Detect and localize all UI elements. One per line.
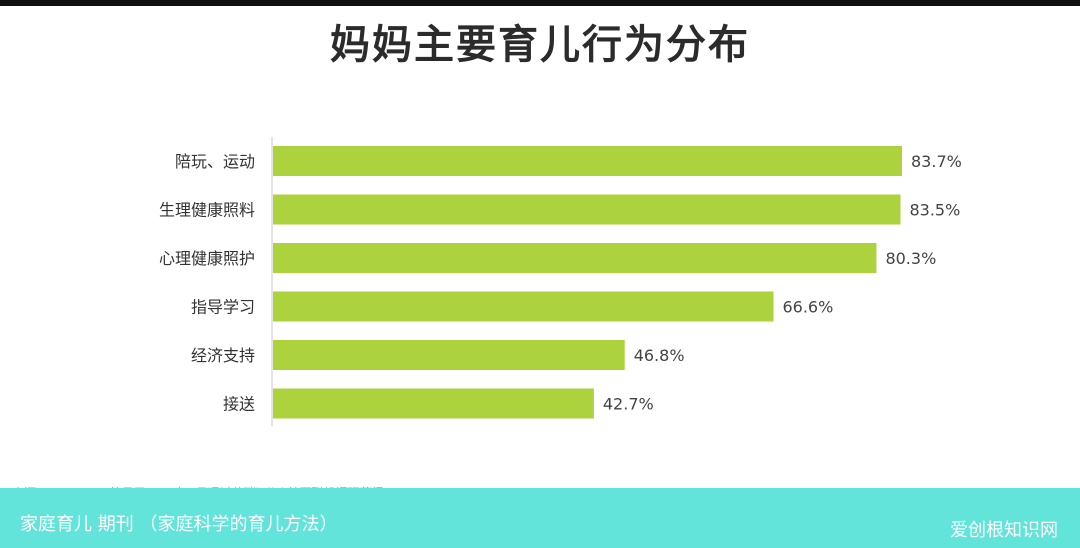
value-label: 83.5% [909,201,960,220]
category-label: 经济支持 [191,346,255,365]
bar-2 [273,243,877,273]
bar-1 [273,194,901,225]
category-label: 指导学习 [191,298,255,317]
chart-title: 妈妈主要育儿行为分布 [330,22,750,68]
value-label: 80.3% [885,249,936,268]
caption-bar: 家庭育儿 期刊 （家庭科学的育儿方法） 爱创根知识网 [0,488,1080,548]
value-label: 46.8% [634,346,685,365]
bar-4 [273,340,625,370]
category-label: 接送 [223,395,255,414]
caption-text: 家庭育儿 期刊 （家庭科学的育儿方法） [20,514,338,535]
value-label: 66.6% [782,298,833,317]
bar-3 [273,291,774,322]
bar-0 [273,146,902,176]
value-label: 42.7% [603,395,654,414]
top-strip [0,0,1080,6]
value-label: 83.7% [911,152,962,171]
category-label: 陪玩、运动 [175,152,255,171]
category-label: 心理健康照护 [159,249,255,268]
bar-5 [273,388,594,419]
watermark: 爱创根知识网 [950,520,1058,541]
category-label: 生理健康照料 [159,201,255,220]
